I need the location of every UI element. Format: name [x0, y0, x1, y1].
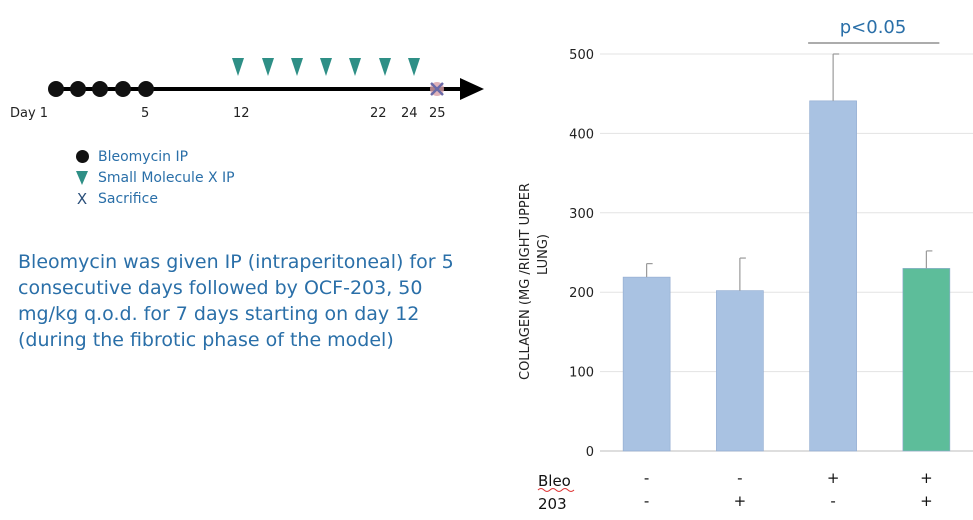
condition-value: - [737, 469, 742, 487]
small-molecule-dose-marker [320, 58, 332, 76]
spellcheck-underline [537, 488, 575, 492]
y-tick-label: 100 [569, 366, 594, 381]
collagen-bar-chart: 0 100 200 300 400 500 COLLAGEN (MG /RIGHT UPP… [518, 17, 973, 513]
legend-item-sacrifice: X Sacrifice [66, 188, 235, 209]
treatment-timeline: Day 1 5 12 22 24 25 [10, 58, 484, 121]
condition-value: + [920, 469, 933, 487]
small-molecule-dose-marker [262, 58, 274, 76]
timeline-legend: Bleomycin IP Small Molecule X IP X Sacri… [66, 146, 235, 209]
small-molecule-dose-marker [291, 58, 303, 76]
small-molecule-dose-marker [349, 58, 361, 76]
bleomycin-dose-marker [48, 81, 64, 97]
y-tick-label: 500 [569, 48, 594, 63]
timeline-label-24: 24 [401, 106, 418, 121]
timeline-arrowhead [460, 78, 484, 100]
triangle-icon [76, 170, 88, 185]
small-molecule-dose-marker [232, 58, 244, 76]
y-tick-label: 400 [569, 127, 594, 142]
legend-label: Small Molecule X IP [98, 169, 235, 186]
timeline-label-5: 5 [141, 106, 149, 121]
bar [809, 100, 857, 452]
timeline-label-day1: Day 1 [10, 106, 48, 121]
circle-icon [75, 150, 89, 163]
condition-value: - [644, 469, 649, 487]
sacrifice-marker [430, 82, 444, 96]
bleomycin-dose-marker [92, 81, 108, 97]
legend-item-small-molecule: Small Molecule X IP [66, 167, 235, 188]
timeline-label-25: 25 [429, 106, 446, 121]
x-icon: X [76, 189, 88, 208]
y-tick-label: 200 [569, 286, 594, 301]
bleomycin-dose-marker [138, 81, 154, 97]
bleomycin-dose-marker [70, 81, 86, 97]
y-tick-label: 0 [586, 445, 594, 460]
y-tick-label: 300 [569, 207, 594, 222]
condition-value: + [827, 469, 840, 487]
significance-label: p<0.05 [840, 17, 907, 38]
legend-label: Bleomycin IP [98, 148, 189, 165]
bleomycin-dose-marker [115, 81, 131, 97]
condition-value: + [734, 492, 747, 510]
condition-value: - [644, 492, 649, 510]
small-molecule-dose-marker [379, 58, 391, 76]
y-axis-label-line2: LUNG) [536, 234, 551, 275]
legend-item-bleomycin: Bleomycin IP [66, 146, 235, 167]
timeline-label-22: 22 [370, 106, 387, 121]
y-axis-label-line1: COLLAGEN (MG /RIGHT UPPER [518, 183, 533, 380]
bar [716, 290, 764, 452]
small-molecule-dose-marker [408, 58, 420, 76]
bar [622, 276, 671, 452]
study-description: Bleomycin was given IP (intraperitoneal)… [18, 251, 454, 351]
legend-label: Sacrifice [98, 190, 158, 207]
bar [902, 268, 951, 452]
condition-value: - [830, 492, 835, 510]
condition-label: 203 [538, 495, 567, 513]
timeline-label-12: 12 [233, 106, 250, 121]
condition-value: + [920, 492, 933, 510]
condition-label: Bleo [538, 472, 571, 490]
